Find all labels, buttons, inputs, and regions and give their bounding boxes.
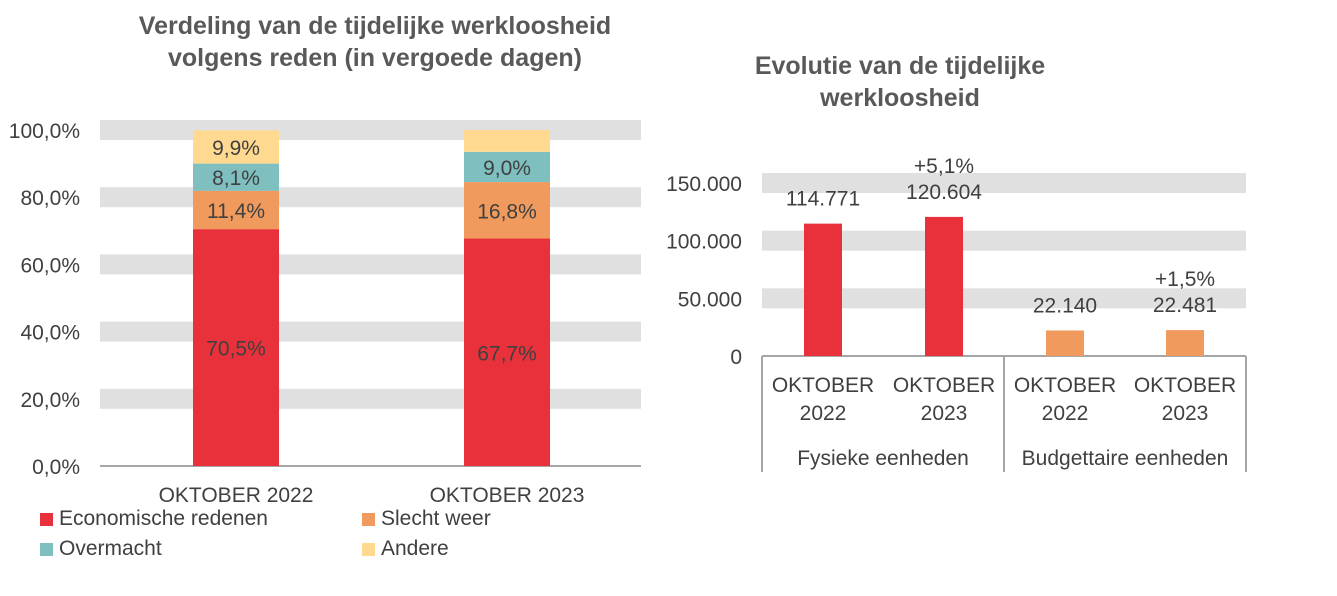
x-tick-label: OKTOBER bbox=[893, 374, 995, 397]
legend-swatch bbox=[40, 542, 53, 556]
x-tick-label: OKTOBER 2022 bbox=[159, 484, 314, 507]
left-chart-title: Verdeling van de tijdelijke werkloosheid… bbox=[138, 12, 612, 72]
bar-segment bbox=[193, 130, 279, 164]
legend-slecht-weer: Slecht weer bbox=[362, 507, 491, 531]
change-annotation: +1,5% bbox=[1155, 268, 1215, 291]
x-tick-label: 2023 bbox=[921, 402, 968, 425]
bar-segment bbox=[464, 130, 550, 152]
bar bbox=[925, 216, 963, 356]
bar-segment bbox=[193, 229, 279, 466]
change-annotation: +5,1% bbox=[914, 155, 974, 178]
group-label: Budgettaire eenheden bbox=[1022, 447, 1229, 470]
grid-band bbox=[100, 254, 641, 275]
x-tick-label: 2023 bbox=[1162, 402, 1209, 425]
legend-andere: Andere bbox=[362, 537, 449, 561]
x-tick-label: OKTOBER bbox=[1134, 374, 1236, 397]
data-label: 11,4% bbox=[207, 200, 265, 223]
legend-swatch bbox=[362, 542, 375, 556]
grid-band bbox=[762, 173, 1246, 193]
legend-economische: Economische redenen bbox=[40, 507, 268, 531]
legend-label: Andere bbox=[381, 537, 449, 560]
legend-label: Economische redenen bbox=[59, 507, 268, 530]
data-label: 70,5% bbox=[206, 338, 266, 361]
grid-band bbox=[100, 388, 641, 409]
x-tick-label: 2022 bbox=[1042, 402, 1089, 425]
y-tick-label: 100.000 bbox=[666, 231, 742, 254]
legend-label: Overmacht bbox=[59, 537, 162, 560]
data-label: 120.604 bbox=[906, 181, 982, 204]
data-label: 22.481 bbox=[1153, 294, 1217, 317]
group-label: Fysieke eenheden bbox=[797, 447, 969, 470]
x-tick-label: OKTOBER 2023 bbox=[430, 484, 585, 507]
x-tick-label: OKTOBER bbox=[772, 374, 874, 397]
bar-segment bbox=[464, 151, 550, 183]
bar bbox=[804, 223, 842, 356]
y-tick-label: 100,0% bbox=[9, 120, 80, 143]
grid-band bbox=[762, 288, 1246, 309]
y-tick-label: 50.000 bbox=[678, 288, 742, 311]
legend-swatch bbox=[362, 512, 375, 526]
bar-segment bbox=[464, 238, 550, 466]
data-label: 114.771 bbox=[786, 188, 860, 211]
grid-band bbox=[100, 187, 641, 208]
data-label: 8,1% bbox=[212, 167, 260, 190]
grid-band bbox=[762, 230, 1246, 251]
bar-segment bbox=[193, 163, 279, 191]
y-tick-label: 80,0% bbox=[20, 187, 80, 210]
legend-swatch bbox=[40, 512, 53, 526]
right-chart-title: Evolutie van de tijdelijke werkloosheid bbox=[754, 52, 1046, 112]
y-tick-label: 0,0% bbox=[32, 456, 80, 479]
grid-band bbox=[100, 321, 641, 342]
y-tick-label: 60,0% bbox=[20, 254, 80, 277]
y-tick-label: 20,0% bbox=[20, 389, 80, 412]
x-tick-label: OKTOBER bbox=[1014, 374, 1116, 397]
bar bbox=[1046, 330, 1084, 356]
y-tick-label: 150.000 bbox=[666, 173, 742, 196]
y-tick-label: 40,0% bbox=[20, 322, 80, 345]
legend-label: Slecht weer bbox=[381, 507, 491, 530]
grid-band bbox=[100, 120, 641, 140]
y-tick-label: 0 bbox=[730, 346, 742, 369]
data-label: 9,9% bbox=[212, 137, 260, 160]
data-label: 22.140 bbox=[1033, 294, 1097, 317]
bar-segment bbox=[464, 182, 550, 239]
data-label: 67,7% bbox=[477, 342, 537, 365]
data-label: 9,0% bbox=[483, 157, 531, 180]
data-label: 16,8% bbox=[477, 200, 537, 223]
legend-overmacht: Overmacht bbox=[40, 537, 162, 561]
bar-segment bbox=[193, 190, 279, 230]
bar bbox=[1166, 330, 1204, 356]
x-tick-label: 2022 bbox=[800, 402, 847, 425]
